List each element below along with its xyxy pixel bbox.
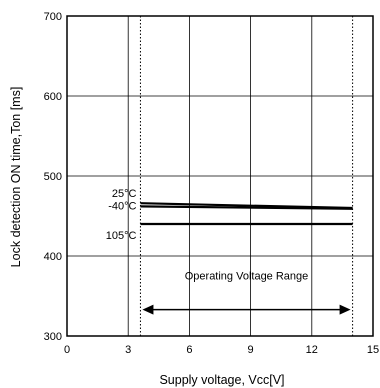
- x-tick-label: 3: [125, 344, 131, 356]
- x-tick-label: 0: [64, 344, 70, 356]
- x-tick-label: 6: [186, 344, 192, 356]
- y-axis-label: Lock detection ON time,Ton [ms]: [9, 87, 23, 268]
- x-tick-labels: 0 3 6 9 12 15: [64, 344, 379, 356]
- y-tick-label: 300: [44, 331, 62, 343]
- y-tick-label: 500: [44, 171, 62, 183]
- series-label: 25°C: [112, 188, 137, 200]
- x-tick-label: 12: [306, 344, 318, 356]
- gridlines: [67, 16, 373, 336]
- x-axis-label: Supply voltage, Vcc[V]: [159, 373, 284, 387]
- operating-range-label: Operating Voltage Range: [185, 271, 309, 283]
- y-tick-label: 600: [44, 91, 62, 103]
- y-tick-labels: 300 400 500 600 700: [44, 11, 62, 343]
- arrow-head-left: [142, 304, 154, 315]
- x-tick-label: 15: [367, 344, 379, 356]
- series-lines: [140, 202, 353, 226]
- series-line: [140, 202, 353, 210]
- plot-frame: [66, 15, 374, 337]
- x-tick-label: 9: [248, 344, 254, 356]
- series-label: 105°C: [106, 230, 137, 242]
- series-label: -40°C: [108, 200, 136, 212]
- operating-range-arrow: [142, 304, 351, 315]
- y-tick-label: 700: [44, 11, 62, 23]
- series-line: [140, 205, 353, 210]
- arrow-head-right: [339, 304, 351, 315]
- y-tick-label: 400: [44, 251, 62, 263]
- series-labels: 25°C-40°C 105°C: [106, 188, 137, 242]
- operating-range-bounds: [139, 16, 354, 336]
